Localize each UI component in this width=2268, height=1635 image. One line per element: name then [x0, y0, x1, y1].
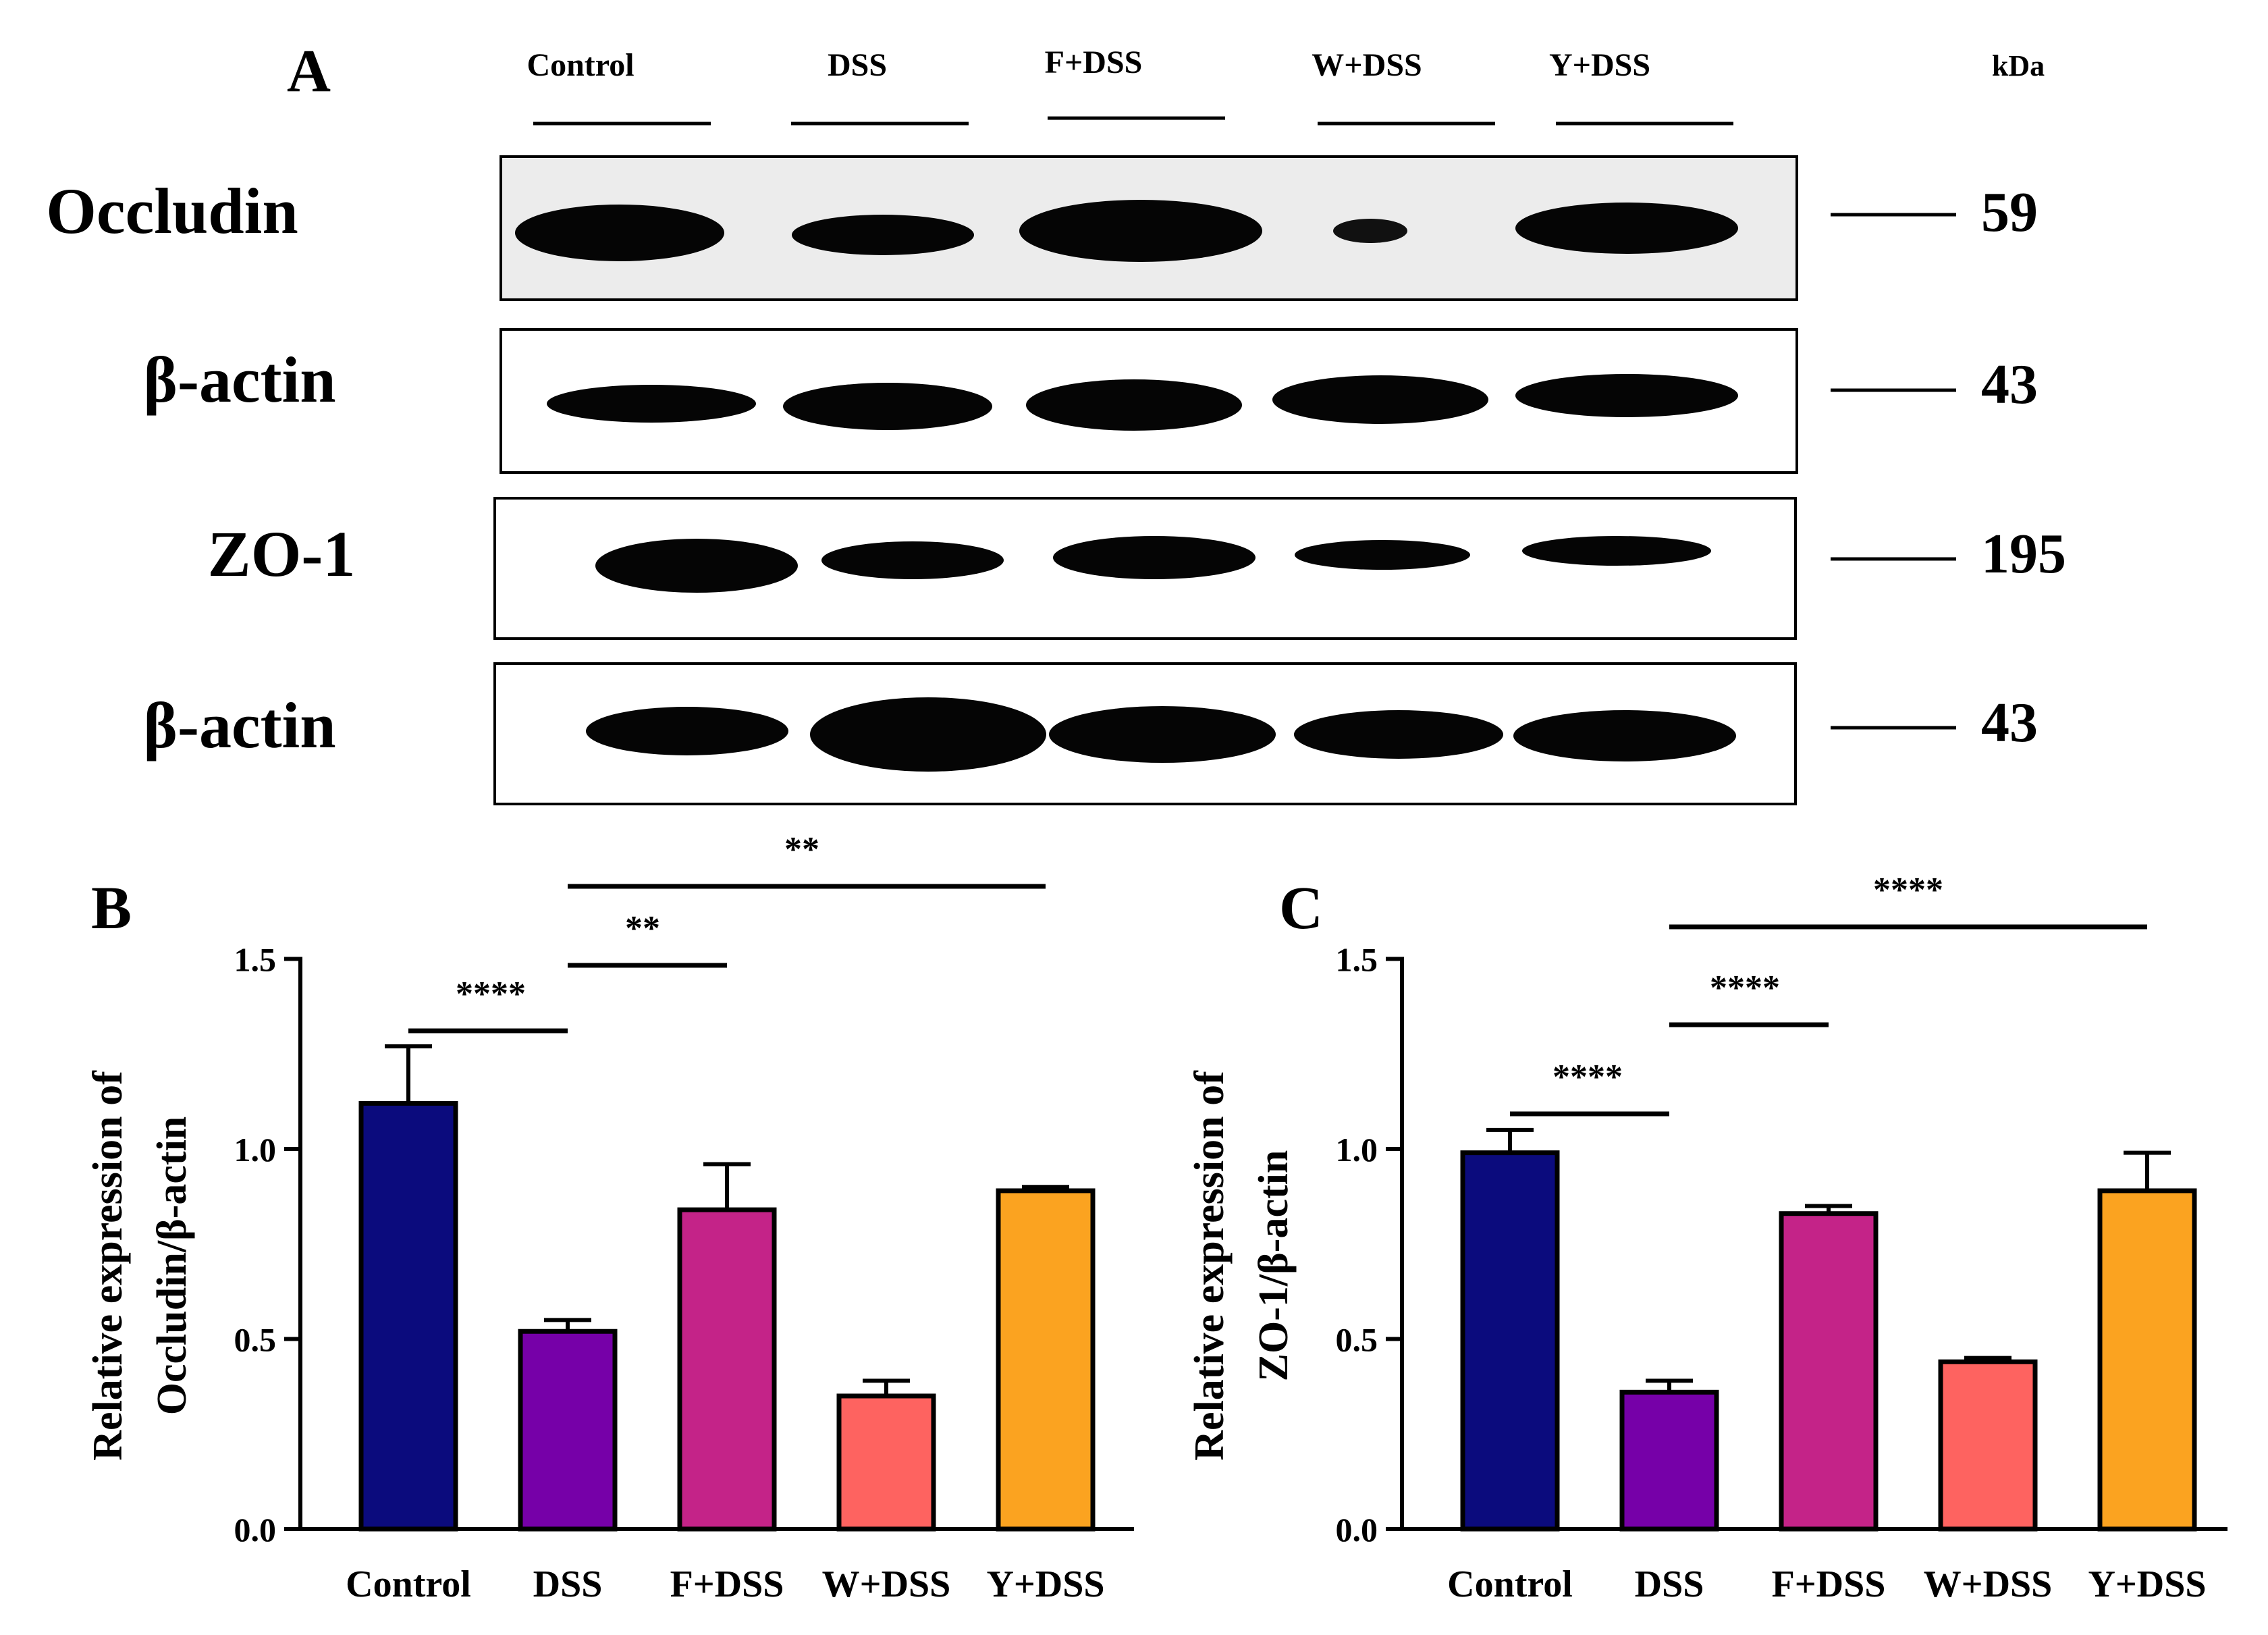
blot-beta-actin-2: β-actin 43	[143, 662, 2038, 805]
blot-band	[1295, 540, 1470, 570]
y-tick-label: 1.0	[1336, 1131, 1378, 1169]
blot-label: ZO-1	[208, 518, 356, 590]
blot-zo-1: ZO-1 195	[208, 497, 2066, 640]
lane-label: F+DSS	[1045, 45, 1143, 80]
blot-band	[1026, 379, 1242, 431]
blot-band	[1019, 200, 1262, 262]
blot-label: Occludin	[46, 175, 298, 247]
y-tick-label: 0.5	[234, 1321, 277, 1359]
x-category-label: W+DSS	[1924, 1563, 2053, 1605]
bar	[2097, 1188, 2197, 1532]
blot-band	[1294, 710, 1503, 759]
blot-band	[821, 541, 1004, 579]
blot-band	[810, 697, 1046, 772]
panel-b-letter: B	[91, 875, 132, 942]
y-tick-label: 1.5	[234, 941, 277, 979]
lane-label: Control	[526, 47, 634, 83]
blot-band	[792, 215, 974, 255]
y-tick-label: 1.5	[1336, 941, 1378, 979]
x-category-label: Y+DSS	[2088, 1563, 2206, 1605]
blot-band	[1513, 710, 1736, 761]
significance-stars: ****	[456, 975, 526, 1013]
x-category-label: DSS	[533, 1563, 603, 1605]
x-category-label: Control	[346, 1563, 471, 1605]
panel-c-letter: C	[1279, 875, 1323, 942]
y-axis-title: Relative expression of ZO-1/β-actin	[1187, 1070, 1297, 1461]
bar	[358, 1100, 458, 1532]
blot-label: β-actin	[143, 344, 335, 416]
lane-label: Y+DSS	[1549, 47, 1650, 83]
significance-stars: ****	[1710, 969, 1780, 1007]
significance-stars: **	[784, 830, 819, 869]
x-category-label: W+DSS	[822, 1563, 951, 1605]
y-tick-label: 0.5	[1336, 1321, 1378, 1359]
blot-band	[1515, 374, 1738, 417]
x-category-label: F+DSS	[670, 1563, 784, 1605]
blot-label: β-actin	[143, 689, 335, 761]
bar	[836, 1393, 936, 1532]
bar	[996, 1188, 1096, 1532]
kda-value: 43	[1981, 691, 2038, 754]
blot-band	[1049, 706, 1276, 763]
panel-a-letter: A	[287, 38, 331, 105]
x-category-label: DSS	[1635, 1563, 1704, 1605]
significance-stars: ****	[1552, 1058, 1623, 1096]
y-axis-title-line: Relative expression of	[1187, 1070, 1233, 1461]
western-blot-panel: A Control DSS F+DSS W+DSS Y+DSS kDa Occl…	[46, 38, 2066, 805]
blot-band	[547, 385, 756, 423]
blot-band	[515, 205, 724, 261]
blot-band	[586, 707, 788, 755]
bar	[1460, 1150, 1560, 1532]
x-category-label: Control	[1447, 1563, 1573, 1605]
kda-value: 59	[1981, 181, 2038, 244]
significance-stars: ****	[1873, 871, 1943, 909]
chart-occludin: B Relative expression of Occludin/β-acti…	[85, 830, 1134, 1605]
bar	[1938, 1359, 2038, 1532]
blot-band	[1272, 375, 1488, 424]
y-axis-title-line: Relative expression of	[85, 1070, 131, 1461]
lane-label: DSS	[828, 47, 887, 83]
significance-stars: **	[625, 909, 660, 948]
blot-occludin: Occludin 59	[46, 155, 2038, 301]
blot-band	[1515, 203, 1738, 254]
bar	[1779, 1211, 1879, 1532]
lane-headers: Control DSS F+DSS W+DSS Y+DSS kDa	[526, 45, 2045, 126]
kda-value: 43	[1981, 353, 2038, 416]
y-axis-title-line: ZO-1/β-actin	[1251, 1150, 1297, 1382]
blot-beta-actin-1: β-actin 43	[143, 328, 2038, 474]
x-category-label: F+DSS	[1772, 1563, 1886, 1605]
bar	[1619, 1389, 1719, 1532]
y-tick-label: 0.0	[234, 1511, 277, 1549]
bar	[518, 1329, 618, 1532]
kda-label: kDa	[1992, 49, 2045, 82]
kda-value: 195	[1981, 522, 2066, 585]
y-axis-title: Relative expression of Occludin/β-actin	[85, 1070, 195, 1461]
chart-zo-1: C Relative expression of ZO-1/β-actin 0.…	[1187, 871, 2228, 1605]
x-category-label: Y+DSS	[986, 1563, 1104, 1605]
blot-band	[783, 383, 992, 430]
blot-band	[1522, 536, 1711, 566]
bar	[677, 1207, 777, 1532]
blot-band	[595, 539, 798, 593]
y-tick-label: 0.0	[1336, 1511, 1378, 1549]
y-tick-label: 1.0	[234, 1131, 277, 1169]
blot-band	[1333, 219, 1407, 243]
y-axis-title-line: Occludin/β-actin	[149, 1117, 195, 1416]
blot-band	[1053, 536, 1256, 579]
lane-label: W+DSS	[1312, 47, 1422, 83]
